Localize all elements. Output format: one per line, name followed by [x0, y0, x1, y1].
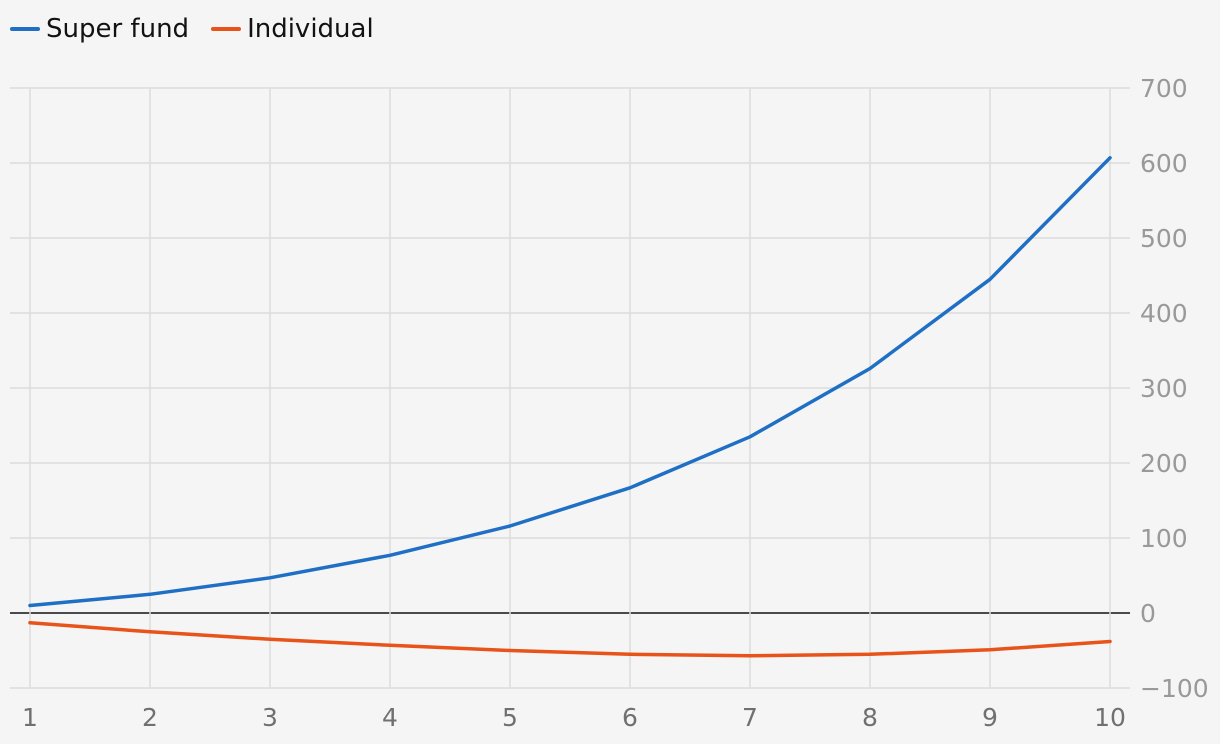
series-line-super-fund	[28, 156, 1112, 608]
y-tick-label: 600	[1140, 149, 1188, 178]
y-tick-label: 200	[1140, 449, 1188, 478]
legend-swatch-super-fund	[10, 27, 40, 31]
y-tick-label: 0	[1140, 599, 1156, 628]
x-tick-label: 7	[742, 703, 758, 732]
y-tick-label: −100	[1140, 674, 1209, 703]
legend: Super fund Individual	[10, 14, 374, 44]
x-tick-label: 3	[262, 703, 278, 732]
legend-label-super-fund: Super fund	[46, 14, 190, 44]
y-tick-label: 400	[1140, 299, 1188, 328]
legend-label-individual: Individual	[247, 14, 374, 44]
y-tick-label: 700	[1140, 74, 1188, 103]
series-line-individual	[28, 621, 1112, 658]
y-tick-label: 500	[1140, 224, 1188, 253]
legend-item-super-fund: Super fund	[10, 14, 189, 44]
x-tick-label: 6	[622, 703, 638, 732]
legend-swatch-individual	[211, 27, 242, 31]
x-tick-label: 2	[142, 703, 158, 732]
x-tick-label: 10	[1094, 703, 1126, 732]
y-tick-label: 100	[1140, 524, 1188, 553]
x-tick-label: 9	[982, 703, 998, 732]
x-tick-label: 5	[502, 703, 518, 732]
x-tick-label: 1	[22, 703, 38, 732]
legend-item-individual: Individual	[211, 14, 374, 44]
y-tick-label: 300	[1140, 374, 1188, 403]
x-tick-label: 8	[862, 703, 878, 732]
x-tick-label: 4	[382, 703, 398, 732]
